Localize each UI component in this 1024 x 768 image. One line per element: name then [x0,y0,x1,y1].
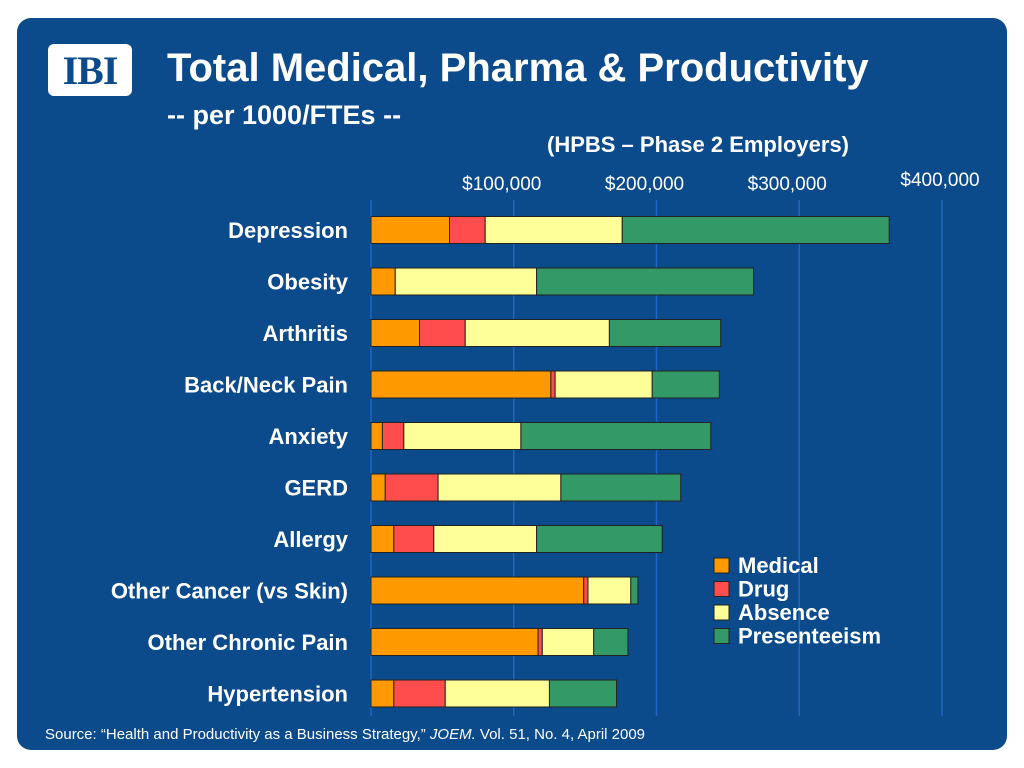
chart-title: Total Medical, Pharma & Productivity [167,46,869,90]
logo-text: IBI [62,47,119,93]
bar-segment-medical [370,628,539,656]
category-label: Arthritis [262,321,348,346]
bar-segment-absence [484,216,623,244]
bar-segment-presenteeism [520,422,712,450]
bar-segment-absence [437,473,562,502]
bar-segment-medical [370,679,395,708]
chart-subtitle: -- per 1000/FTEs -- [167,100,402,130]
bar-segment-presenteeism [608,319,722,347]
bar-segment-drug [550,370,556,399]
x-tick-label-3: $300,000 [748,174,827,195]
bar-segment-absence [394,267,538,296]
category-label: GERD [284,476,348,501]
bar-segment-drug [583,576,589,605]
category-label: Other Cancer (vs Skin) [111,579,348,604]
category-label: Hypertension [207,682,348,707]
bar-segment-absence [403,422,522,450]
bar-segment-absence [464,319,610,347]
legend-swatch-presenteeism [713,628,730,644]
bar-segment-medical [370,422,383,450]
bar-segment-medical [370,370,552,399]
bar-segment-medical [370,216,451,244]
x-tick-label-2: $200,000 [605,174,684,195]
source-note: Source: “Health and Productivity as a Bu… [45,726,645,743]
bar-segment-drug [384,473,439,502]
category-label: Other Chronic Pain [148,630,348,655]
bar-segment-drug [393,679,446,708]
bar-segment-drug [449,216,486,244]
bar-segment-absence [541,628,595,656]
bar-segment-presenteeism [548,679,618,708]
bar-segment-drug [419,319,466,347]
category-label: Back/Neck Pain [184,373,348,398]
x-tick-label-4: $400,000 [900,170,979,191]
bar-segment-medical [370,473,386,502]
bar-segment-absence [444,679,550,708]
legend-swatch-medical [713,557,730,574]
legend-swatch-absence [713,604,730,621]
category-label: Anxiety [269,424,349,449]
legend-label-drug: Drug [738,577,789,602]
bar-segment-medical [370,319,421,347]
bar-segment-absence [587,576,632,605]
x-tick-label-1: $100,000 [462,174,541,195]
bar-segment-presenteeism [536,525,663,553]
bar-segment-medical [370,267,396,296]
bar-segment-presenteeism [651,370,720,399]
category-label: Obesity [267,270,348,295]
bar-segment-absence [433,525,538,553]
category-label: Depression [228,218,348,243]
source-suffix: Vol. 51, No. 4, April 2009 [475,726,646,743]
category-label: Allergy [273,527,348,552]
legend-label-presenteeism: Presenteeism [738,624,881,649]
legend-swatch-drug [713,581,730,597]
bar-segment-drug [381,422,405,450]
legend-label-absence: Absence [738,600,830,625]
ibi-logo: IBI [48,44,132,96]
legend-label-medical: Medical [738,553,819,578]
chart-note: (HPBS – Phase 2 Employers) [547,132,850,157]
bar-segment-drug [393,525,435,553]
source-journal: JOEM. [429,726,476,743]
bar-segment-medical [370,525,395,553]
source-prefix: Source: “Health and Productivity as a Bu… [45,726,430,743]
bar-segment-absence [554,370,653,399]
bar-segment-presenteeism [536,267,755,296]
bar-segment-medical [370,576,585,605]
bar-segment-drug [537,628,543,656]
bar-segment-presenteeism [560,473,682,502]
bar-segment-presenteeism [621,216,890,244]
bar-segment-presenteeism [593,628,629,656]
bar-segment-presenteeism [630,576,639,605]
